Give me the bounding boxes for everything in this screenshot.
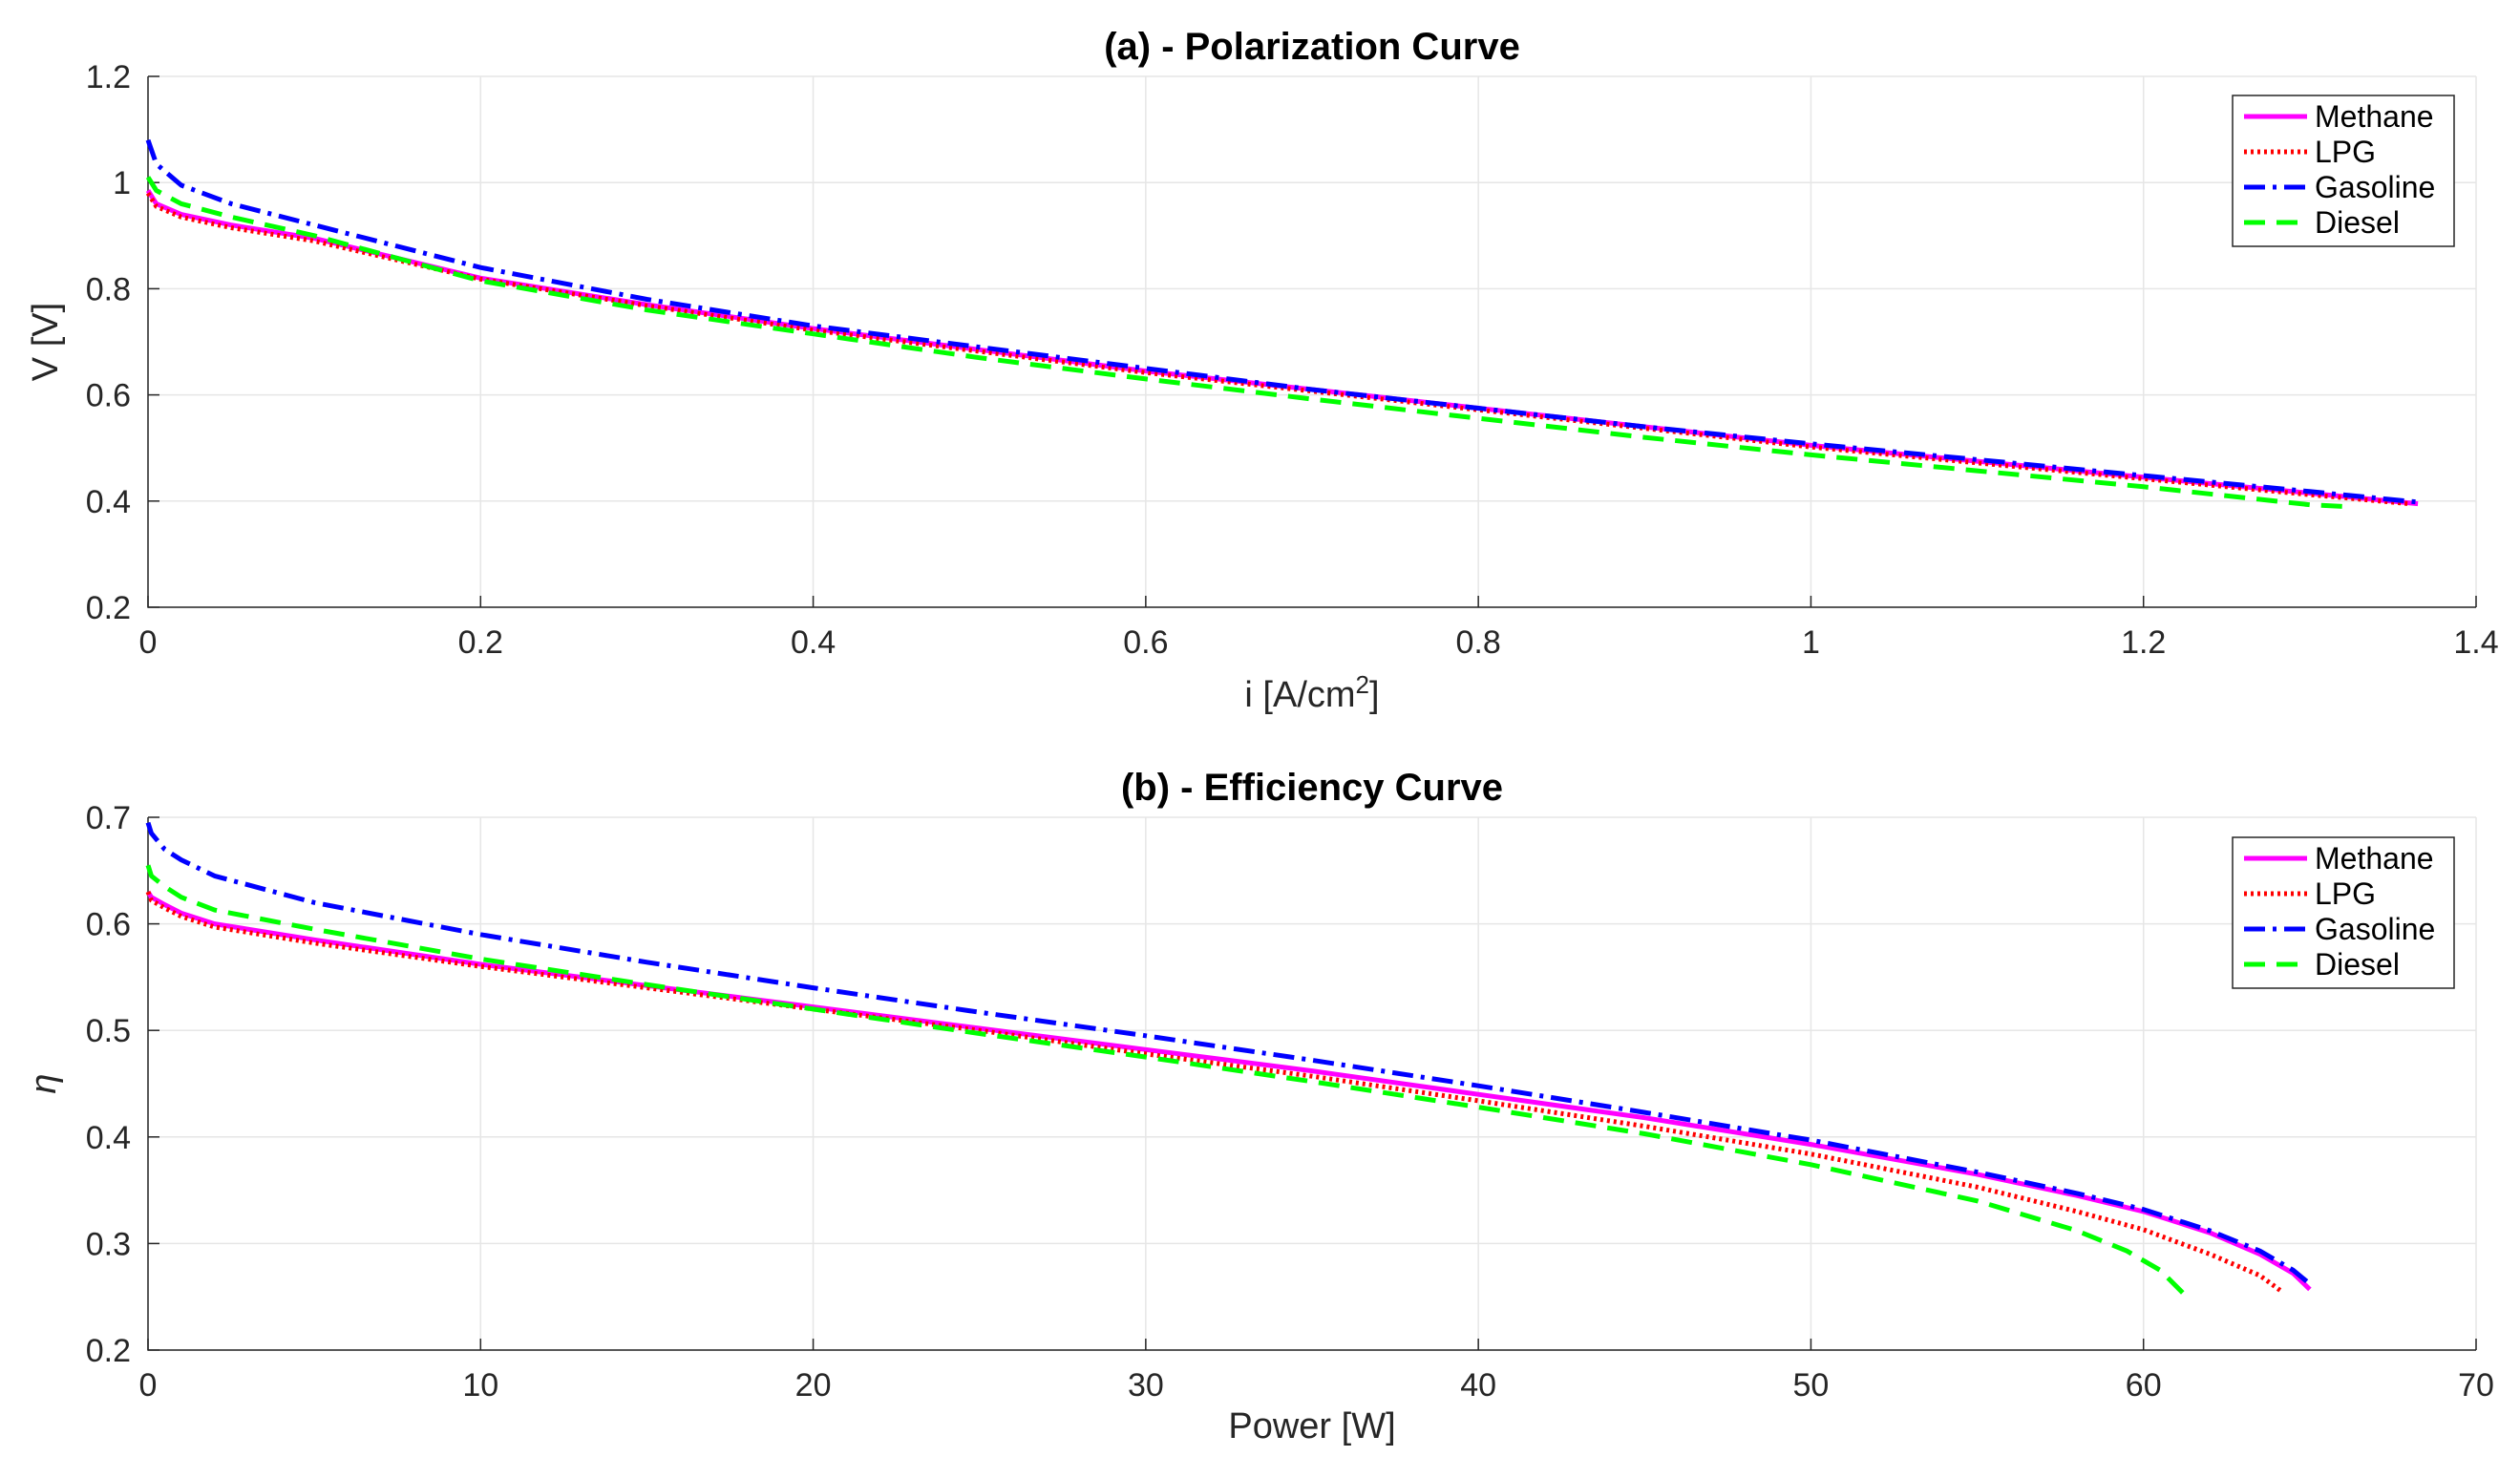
x-tick-label: 1: [1802, 624, 1820, 661]
plot-area: [148, 76, 2476, 607]
x-tick-label: 0: [139, 624, 158, 661]
series-line-gasoline: [145, 821, 2312, 1286]
legend-box: [2232, 95, 2455, 247]
y-tick-label: 0.2: [86, 590, 131, 626]
legend-label-diesel: Diesel: [2315, 947, 2400, 982]
x-tick-label: 1.2: [2121, 624, 2166, 661]
x-tick-label: 0.6: [1123, 624, 1168, 661]
y-tick-label: 0.4: [86, 1120, 131, 1156]
legend-label-methane: Methane: [2315, 841, 2434, 876]
x-tick-label: 0.4: [791, 624, 836, 661]
chart-title: (a) - Polarization Curve: [1104, 26, 1520, 68]
series-line-diesel: [145, 176, 2343, 509]
series-line-diesel: [145, 864, 2189, 1299]
x-axis-label: i [A/cm2]: [1244, 670, 1379, 715]
series-line-lpg: [145, 191, 2410, 507]
legend-label-lpg: LPG: [2315, 876, 2376, 911]
x-tick-label: 1.4: [2453, 624, 2498, 661]
legend-label-lpg: LPG: [2315, 135, 2376, 169]
x-tick-label: 0.2: [458, 624, 503, 661]
y-tick-label: 0.7: [86, 800, 131, 836]
x-tick-label: 50: [1793, 1367, 1830, 1404]
legend-label-gasoline: Gasoline: [2315, 170, 2435, 204]
x-tick-label: 70: [2458, 1367, 2494, 1404]
legend-label-gasoline: Gasoline: [2315, 912, 2435, 946]
chart-polarization: 0 0.2 0.4 0.6 0.8 1 1.2 1.40.20.40.60.811.2(a) …: [26, 26, 2499, 715]
x-tick-label: 0.8: [1456, 624, 1501, 661]
y-axis-label: V [V]: [26, 303, 66, 381]
y-tick-label: 0.6: [86, 907, 131, 943]
y-tick-label: 0.6: [86, 378, 131, 414]
chart-efficiency: 0 10 20 30 40 50 60 70 0.2 0.3 0.4 0.5 0.6 0.7 (b) - E…: [24, 767, 2494, 1446]
y-axis-label: η: [24, 1073, 64, 1093]
y-tick-label: 1.2: [86, 59, 131, 95]
x-tick-label: 20: [795, 1367, 832, 1404]
legend-box: [2232, 836, 2455, 989]
series-line-methane: [145, 890, 2312, 1292]
x-tick-label: 40: [1460, 1367, 1496, 1404]
x-tick-label: 30: [1128, 1367, 1164, 1404]
x-axis-label: Power [W]: [1228, 1406, 1395, 1446]
x-tick-label: 10: [462, 1367, 498, 1404]
legend-label-methane: Methane: [2315, 99, 2434, 134]
y-tick-label: 0.2: [86, 1333, 131, 1369]
chart-title: (b) - Efficiency Curve: [1121, 767, 1503, 809]
x-tick-label: 60: [2126, 1367, 2162, 1404]
y-tick-label: 0.4: [86, 484, 131, 520]
plot-area: [148, 817, 2476, 1350]
y-tick-label: 1: [113, 165, 131, 201]
legend-label-diesel: Diesel: [2315, 205, 2400, 240]
y-tick-label: 0.8: [86, 271, 131, 307]
x-tick-label: 0: [139, 1367, 158, 1404]
y-tick-label: 0.5: [86, 1013, 131, 1049]
y-tick-label: 0.3: [86, 1226, 131, 1262]
series-line-lpg: [145, 891, 2285, 1295]
